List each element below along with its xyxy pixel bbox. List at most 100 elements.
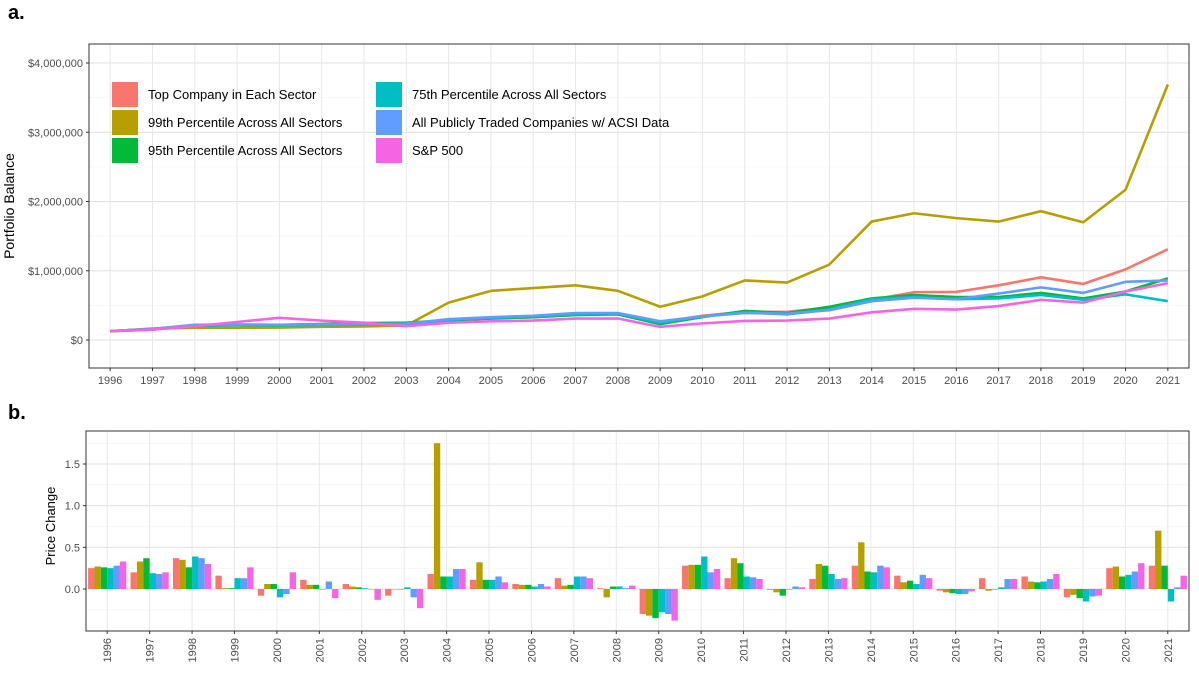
bar: [495, 576, 502, 589]
y-tick-label: $1,000,000: [28, 266, 83, 278]
bar: [1046, 579, 1054, 589]
bar: [289, 572, 296, 589]
bar: [629, 585, 636, 589]
bar: [1034, 582, 1041, 589]
bar: [906, 580, 914, 589]
legend-key: [376, 138, 402, 163]
bar: [374, 589, 381, 600]
x-tick-label: 2016: [944, 375, 968, 387]
bar: [622, 588, 630, 589]
x-tick-label: 2010: [696, 638, 708, 662]
bar: [107, 568, 114, 589]
x-tick-label: 2001: [314, 638, 326, 662]
bar: [143, 558, 150, 589]
x-tick-label: 1996: [98, 375, 122, 387]
bar: [942, 589, 950, 593]
bar: [822, 565, 829, 589]
y-axis-label: Price Change: [43, 487, 58, 566]
bar: [701, 556, 708, 589]
bar: [440, 576, 447, 589]
bar: [682, 565, 689, 589]
x-tick-label: 2002: [352, 375, 376, 387]
x-tick-label: 2014: [866, 638, 878, 662]
y-tick-label: $2,000,000: [28, 197, 83, 209]
bar: [391, 589, 398, 590]
x-tick-label: 1999: [229, 638, 241, 662]
bar: [433, 443, 441, 589]
legend-label: Top Company in Each Sector: [148, 87, 317, 102]
bar: [185, 567, 193, 589]
bar: [452, 569, 460, 589]
plot-border: [88, 43, 1190, 369]
bar: [913, 584, 920, 589]
x-tick-label: 2019: [1078, 638, 1090, 662]
bar: [1021, 576, 1028, 589]
x-tick-label: 2018: [1029, 375, 1053, 387]
x-tick-label: 2006: [526, 638, 538, 662]
bar: [476, 562, 483, 589]
x-tick-label: 2005: [479, 375, 503, 387]
bar: [609, 586, 617, 589]
bar: [385, 589, 392, 596]
bar: [247, 567, 254, 589]
bar: [113, 565, 120, 589]
bar: [962, 589, 969, 594]
x-tick-label: 2008: [611, 638, 623, 662]
bar: [300, 579, 307, 589]
bar: [730, 558, 738, 589]
x-tick-label: 2014: [859, 375, 883, 387]
x-tick-label: 2009: [654, 638, 666, 662]
bar: [1027, 581, 1035, 589]
bar: [766, 589, 774, 590]
bar: [713, 569, 721, 589]
bar: [998, 587, 1005, 589]
bar: [332, 589, 339, 599]
bar: [179, 559, 186, 589]
bar: [779, 589, 786, 596]
bar: [270, 584, 277, 589]
bar: [586, 578, 593, 589]
bar: [936, 589, 943, 591]
bar: [554, 578, 562, 589]
bar: [1053, 574, 1060, 589]
bar: [349, 586, 356, 589]
bar: [798, 587, 806, 589]
x-tick-label: 2018: [1036, 638, 1048, 662]
bar: [1125, 574, 1132, 589]
bar: [149, 573, 156, 589]
bar: [743, 576, 750, 589]
x-tick-label: 2000: [267, 375, 291, 387]
bar: [198, 558, 205, 589]
y-tick-label: $0: [71, 335, 83, 347]
bar: [1076, 589, 1083, 599]
x-tick-label: 2012: [781, 638, 793, 662]
bar: [991, 589, 999, 590]
legend-key: [112, 110, 138, 135]
bar: [925, 578, 933, 589]
bar: [749, 577, 757, 589]
bar: [136, 561, 144, 589]
bar: [580, 576, 587, 589]
bar: [172, 558, 180, 589]
bar: [88, 568, 95, 589]
bar: [482, 579, 490, 589]
bar: [1161, 565, 1168, 589]
y-tick-label: $4,000,000: [28, 58, 83, 70]
x-tick-label: 2012: [775, 375, 799, 387]
x-tick-label: 2017: [993, 638, 1005, 662]
bar: [979, 578, 986, 589]
x-tick-label: 1997: [140, 375, 164, 387]
bar: [809, 579, 816, 589]
bar: [792, 586, 799, 589]
bar: [858, 542, 865, 589]
panel-b-label: b.: [8, 402, 26, 424]
legend-key: [376, 110, 402, 135]
bar: [616, 586, 623, 589]
bar: [828, 574, 835, 589]
x-tick-label: 2006: [521, 375, 545, 387]
bar: [1082, 589, 1090, 602]
bar: [325, 581, 333, 589]
bar: [773, 589, 780, 593]
bar: [1112, 566, 1119, 589]
bar: [221, 588, 229, 589]
